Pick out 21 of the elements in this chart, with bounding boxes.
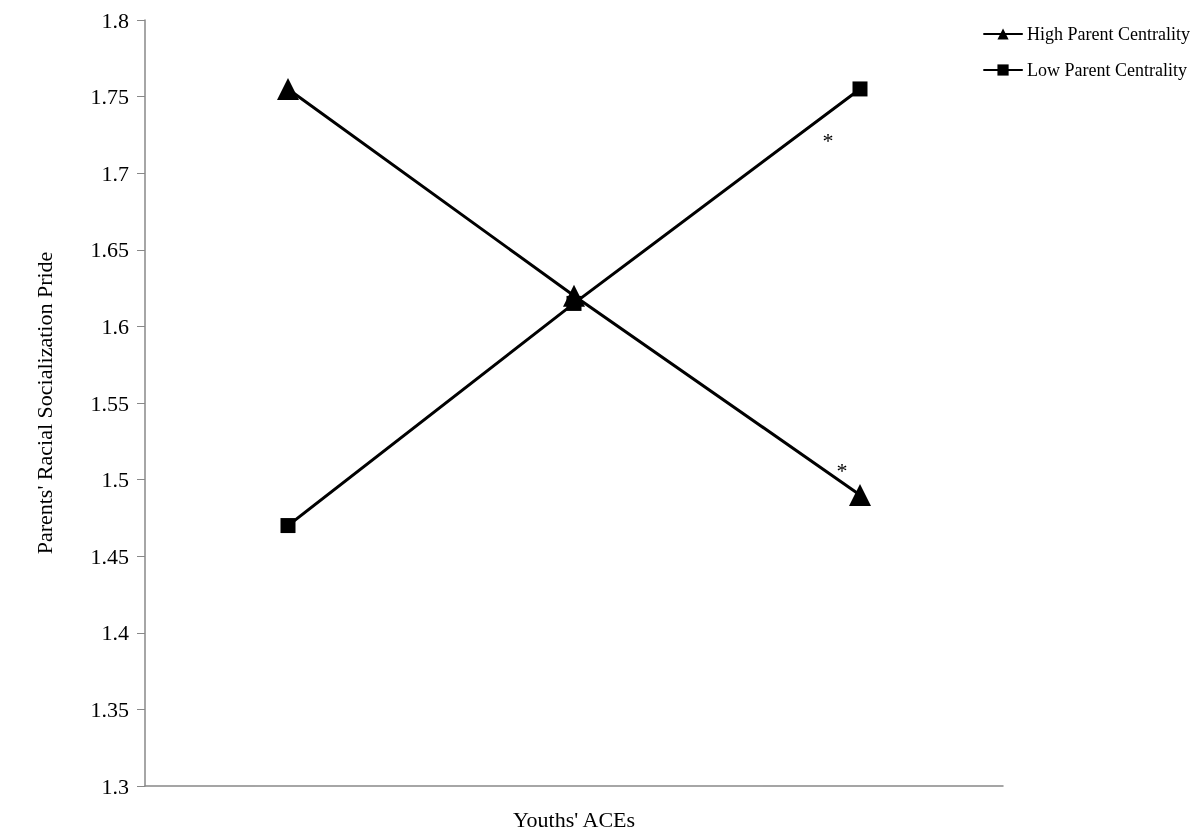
y-tick-label: 1.35	[90, 696, 129, 722]
y-tick-label: 1.5	[101, 467, 129, 493]
x-axis-title: Youths' ACEs	[512, 806, 636, 832]
point	[280, 518, 296, 534]
point	[852, 81, 868, 97]
annotation: *	[836, 458, 848, 484]
legend-label: Low Parent Centrality	[1027, 60, 1187, 80]
point	[277, 77, 299, 100]
y-tick-label: 1.8	[101, 7, 129, 33]
y-tick-label: 1.75	[90, 84, 129, 110]
y-tick-label: 1.7	[101, 160, 129, 186]
legend-label: High Parent Centrality	[1027, 24, 1190, 44]
y-tick-label: 1.6	[101, 313, 129, 339]
y-tick-label: 1.65	[90, 237, 129, 263]
point	[849, 483, 871, 506]
y-tick-label: 1.3	[101, 773, 129, 799]
y-tick-label: 1.55	[90, 390, 129, 416]
y-tick-label: 1.4	[101, 620, 129, 646]
y-axis-title: Parents' Racial Socialization Pride	[31, 251, 57, 555]
y-tick-label: 1.45	[90, 543, 129, 569]
annotation: *	[822, 128, 834, 154]
